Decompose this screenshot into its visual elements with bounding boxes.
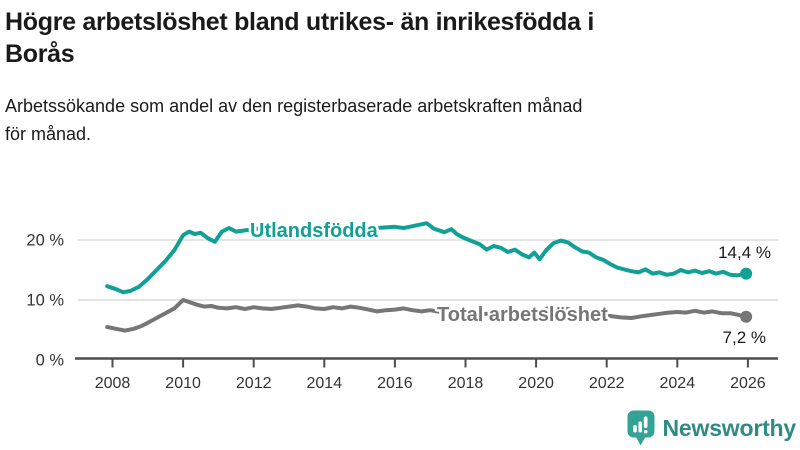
end-value-label-total-arbetsloshet: 7,2 %: [723, 328, 766, 347]
y-tick-label-20: 20 %: [26, 232, 64, 250]
x-tick-label-2020: 2020: [518, 375, 554, 392]
end-value-label-utlandsfodda: 14,4 %: [718, 243, 771, 262]
series-label-utlandsfodda: Utlandsfödda: [250, 220, 379, 242]
x-tick-label-2022: 2022: [589, 375, 625, 392]
chart-subtitle: Arbetssökande som andel av den registerb…: [5, 92, 795, 148]
x-tick-label-2016: 2016: [377, 375, 413, 392]
y-axis-tick-labels: 0 % 10 % 20 %: [26, 232, 64, 370]
x-axis: [75, 357, 778, 368]
newsworthy-logo-text: Newsworthy: [662, 415, 797, 441]
x-tick-label-2010: 2010: [165, 375, 201, 392]
x-tick-label-2026: 2026: [730, 375, 766, 392]
title-line-2: Borås: [5, 40, 75, 68]
subtitle-line-1: Arbetssökande som andel av den registerb…: [5, 96, 583, 116]
total-arbetsloshet-line: [105, 298, 749, 333]
x-tick-label-2008: 2008: [95, 375, 131, 392]
subtitle-line-2: för månad.: [5, 124, 92, 144]
x-tick-label-2018: 2018: [448, 375, 484, 392]
x-tick-label-2024: 2024: [660, 375, 696, 392]
chart-header: Högre arbetslöshet bland utrikes- än inr…: [5, 6, 795, 148]
x-axis-tick-labels: 2008 2010 2012 2014 2016 2018 2020 2022 2024 2026: [95, 375, 766, 392]
x-tick-label-2012: 2012: [236, 375, 272, 392]
newsworthy-bar-chart-bubble-icon: [627, 410, 655, 445]
y-tick-label-0: 0 %: [36, 352, 65, 370]
chart-title: Högre arbetslöshet bland utrikes- än inr…: [5, 6, 795, 70]
utlandsfodda-end-dot: [740, 267, 753, 280]
x-tick-label-2014: 2014: [307, 375, 343, 392]
gridlines: [78, 239, 778, 301]
series-lines: [105, 221, 753, 333]
series-label-total-arbetsloshet: Total arbetslöshet: [437, 304, 608, 326]
title-line-1: Högre arbetslöshet bland utrikes- än inr…: [5, 8, 594, 36]
total-arbetsloshet-end-dot: [740, 310, 753, 323]
newsworthy-logo: Newsworthy: [627, 408, 796, 448]
y-tick-label-10: 10 %: [26, 292, 64, 310]
utlandsfodda-line: [105, 221, 749, 295]
